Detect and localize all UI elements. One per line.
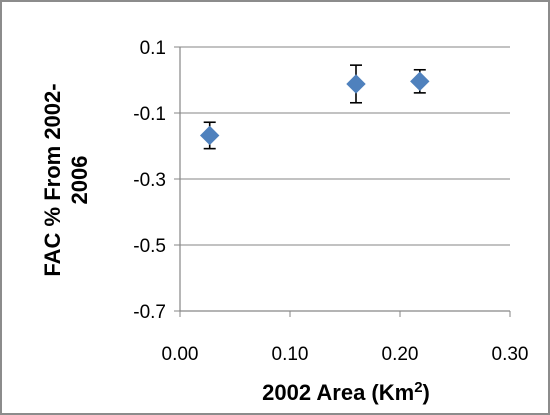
data-point-layer	[199, 64, 430, 150]
x-axis-title: 2002 Area (Km2)	[262, 379, 430, 405]
axis-layer	[174, 46, 511, 317]
data-point-diamond	[410, 71, 430, 92]
y-tick-label: -0.1	[133, 104, 166, 125]
y-axis-title: FAC % From 2002- 2006	[40, 83, 92, 276]
x-tick-label: 0.20	[382, 344, 419, 365]
data-point-diamond	[199, 125, 220, 146]
x-axis-title-close: )	[423, 380, 430, 405]
y-axis-title-line-2: 2006	[67, 156, 92, 205]
data-point-diamond	[346, 74, 366, 94]
tick-label-layer: 0.1 -0.1 -0.3 -0.5 -0.7 0.00 0.10 0.20 0.30	[133, 38, 528, 365]
x-axis-title-superscript: 2	[414, 379, 422, 396]
grid-layer	[180, 46, 510, 246]
y-tick-label: -0.3	[133, 170, 166, 191]
y-tick-label: 0.1	[140, 38, 166, 59]
y-axis-title-line-1: FAC % From 2002-	[40, 83, 65, 276]
x-tick-label: 0.30	[492, 344, 529, 365]
x-tick-label: 0.00	[162, 344, 199, 365]
y-tick-label: -0.7	[133, 302, 166, 323]
x-tick-label: 0.10	[272, 344, 309, 365]
y-tick-label: -0.5	[133, 236, 166, 257]
